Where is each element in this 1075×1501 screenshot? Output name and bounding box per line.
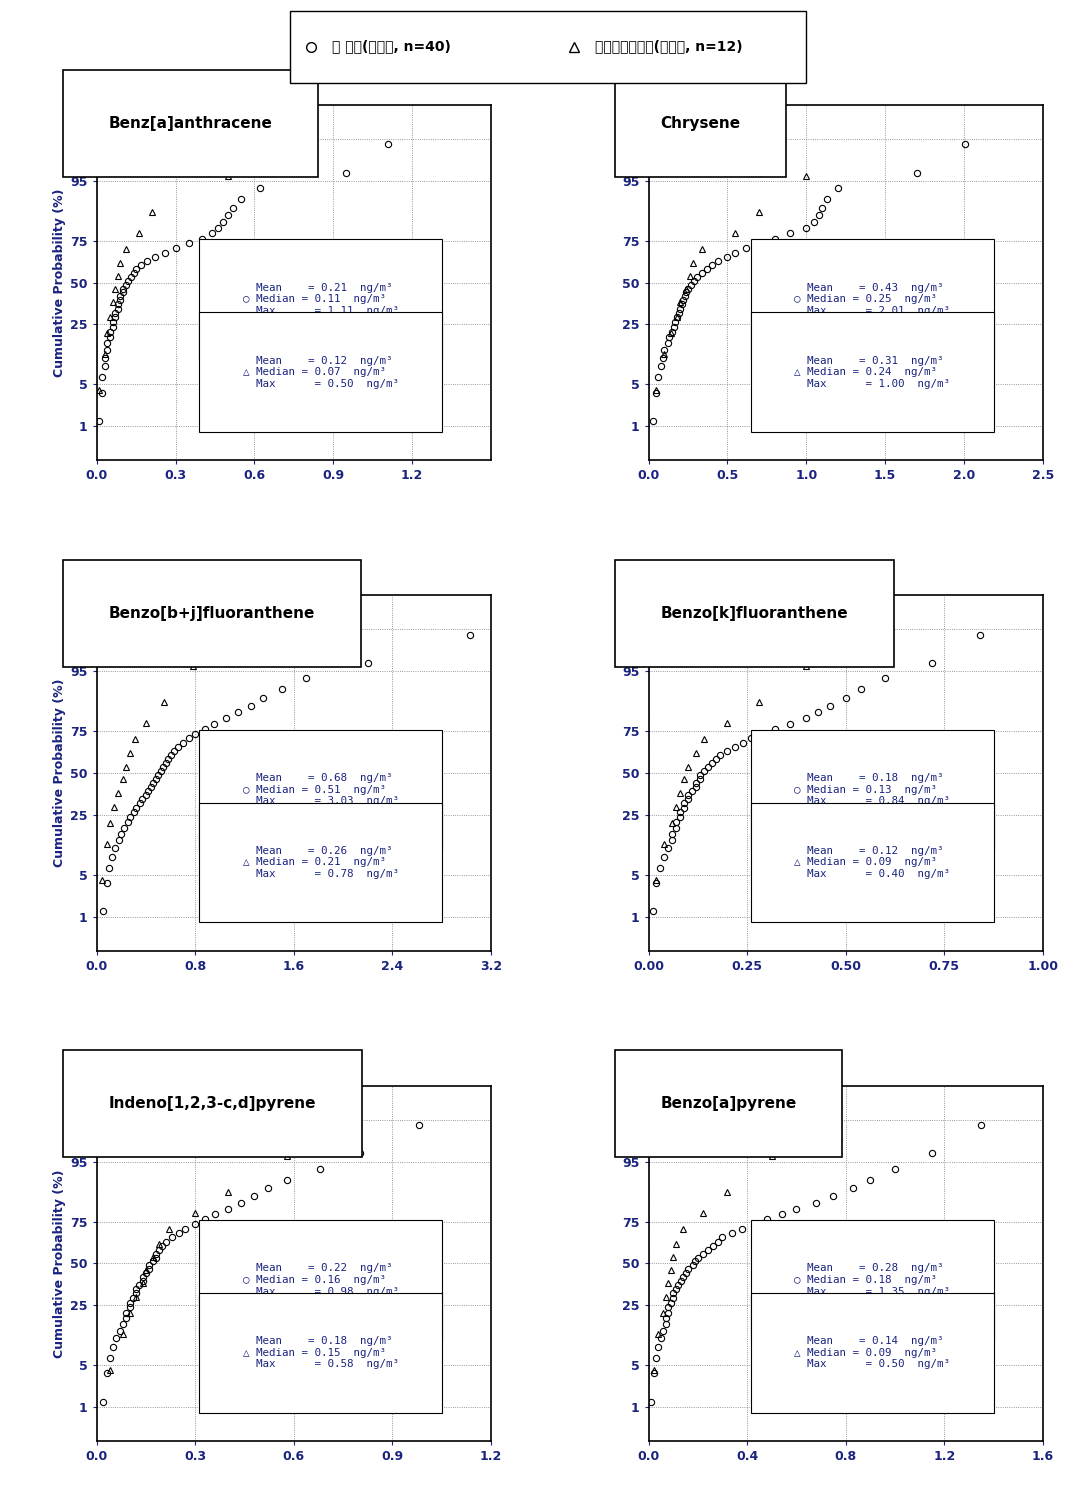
- Text: Benz[a]anthracene: Benz[a]anthracene: [109, 116, 272, 131]
- Text: Mean    = 0.68  ng/m³
○ Median = 0.51  ng/m³
  Max      = 3.03  ng/m³: Mean = 0.68 ng/m³ ○ Median = 0.51 ng/m³ …: [243, 773, 399, 806]
- Y-axis label: Cumulative Probability (%): Cumulative Probability (%): [53, 189, 66, 377]
- Text: Mean    = 0.18  ng/m³
○ Median = 0.13  ng/m³
  Max      = 0.84  ng/m³: Mean = 0.18 ng/m³ ○ Median = 0.13 ng/m³ …: [794, 773, 950, 806]
- Text: Mean    = 0.43  ng/m³
○ Median = 0.25  ng/m³
  Max      = 2.01  ng/m³: Mean = 0.43 ng/m³ ○ Median = 0.25 ng/m³ …: [794, 282, 950, 315]
- Text: Indeno[1,2,3-c,d]pyrene: Indeno[1,2,3-c,d]pyrene: [109, 1096, 316, 1111]
- Text: Benzo[b+j]fluoranthene: Benzo[b+j]fluoranthene: [109, 606, 315, 621]
- Text: 유해대기측정망(연산동, n=12): 유해대기측정망(연산동, n=12): [594, 39, 743, 54]
- Text: Benzo[k]fluoranthene: Benzo[k]fluoranthene: [660, 606, 848, 621]
- Text: Mean    = 0.22  ng/m³
○ Median = 0.16  ng/m³
  Max      = 0.98  ng/m³: Mean = 0.22 ng/m³ ○ Median = 0.16 ng/m³ …: [243, 1264, 399, 1297]
- Text: Mean    = 0.12  ng/m³
△ Median = 0.09  ng/m³
  Max      = 0.40  ng/m³: Mean = 0.12 ng/m³ △ Median = 0.09 ng/m³ …: [794, 847, 950, 880]
- Text: Mean    = 0.31  ng/m³
△ Median = 0.24  ng/m³
  Max      = 1.00  ng/m³: Mean = 0.31 ng/m³ △ Median = 0.24 ng/m³ …: [794, 356, 950, 389]
- Text: Chrysene: Chrysene: [660, 116, 741, 131]
- Text: Benzo[a]pyrene: Benzo[a]pyrene: [660, 1096, 797, 1111]
- Text: Mean    = 0.18  ng/m³
△ Median = 0.15  ng/m³
  Max      = 0.58  ng/m³: Mean = 0.18 ng/m³ △ Median = 0.15 ng/m³ …: [243, 1336, 399, 1369]
- Text: Mean    = 0.12  ng/m³
△ Median = 0.07  ng/m³
  Max      = 0.50  ng/m³: Mean = 0.12 ng/m³ △ Median = 0.07 ng/m³ …: [243, 356, 399, 389]
- Text: 본 연구(연산동, n=40): 본 연구(연산동, n=40): [331, 39, 450, 54]
- Y-axis label: Cumulative Probability (%): Cumulative Probability (%): [53, 1169, 66, 1357]
- Text: Mean    = 0.21  ng/m³
○ Median = 0.11  ng/m³
  Max      = 1.11  ng/m³: Mean = 0.21 ng/m³ ○ Median = 0.11 ng/m³ …: [243, 282, 399, 315]
- Text: Mean    = 0.14  ng/m³
△ Median = 0.09  ng/m³
  Max      = 0.50  ng/m³: Mean = 0.14 ng/m³ △ Median = 0.09 ng/m³ …: [794, 1336, 950, 1369]
- Text: Mean    = 0.26  ng/m³
△ Median = 0.21  ng/m³
  Max      = 0.78  ng/m³: Mean = 0.26 ng/m³ △ Median = 0.21 ng/m³ …: [243, 847, 399, 880]
- FancyBboxPatch shape: [290, 11, 806, 83]
- Y-axis label: Cumulative Probability (%): Cumulative Probability (%): [53, 678, 66, 868]
- Text: Mean    = 0.28  ng/m³
○ Median = 0.18  ng/m³
  Max      = 1.35  ng/m³: Mean = 0.28 ng/m³ ○ Median = 0.18 ng/m³ …: [794, 1264, 950, 1297]
